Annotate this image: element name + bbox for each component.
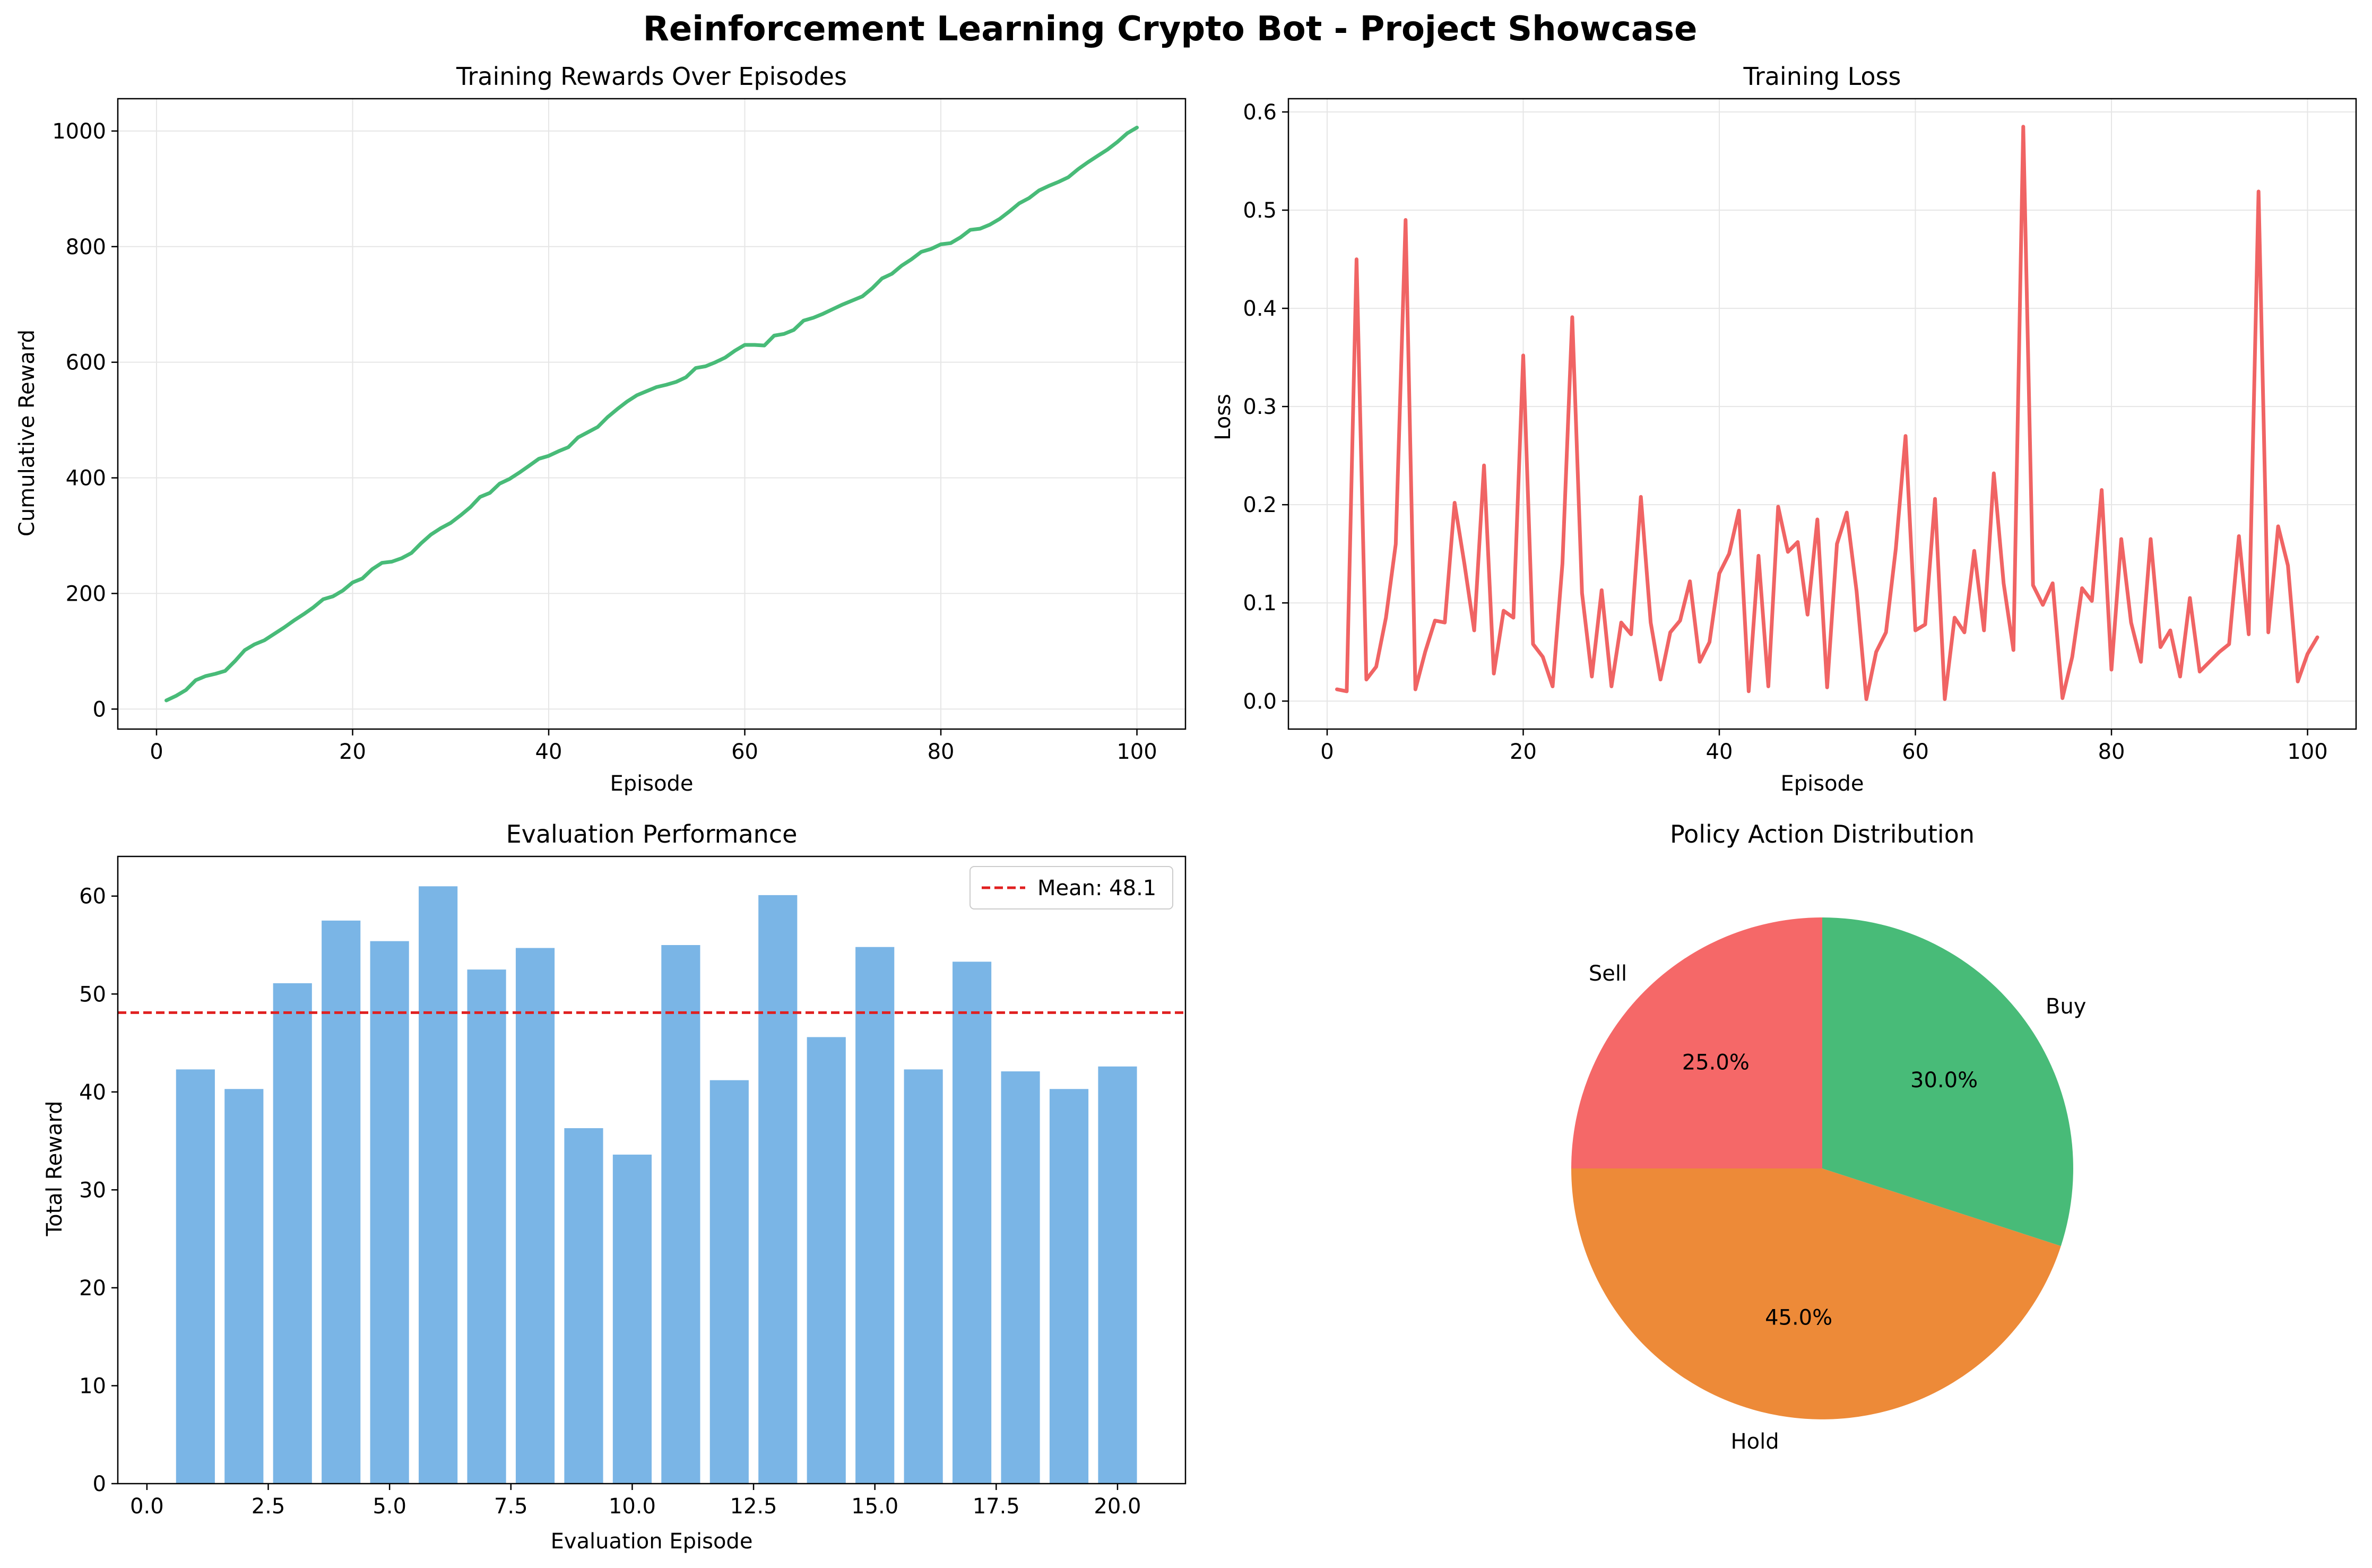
loss-ytick-label: 0.1 <box>1243 591 1277 616</box>
loss-line <box>1335 125 2319 701</box>
evaluation-ytick-label: 0 <box>93 1472 106 1496</box>
evaluation-bar <box>709 1080 749 1484</box>
loss-ytick-label: 0.5 <box>1243 198 1277 223</box>
evaluation-bar <box>322 920 361 1484</box>
evaluation-xtick-label: 20.0 <box>1094 1494 1141 1519</box>
loss-xtick-label: 80 <box>2098 740 2125 764</box>
evaluation-xlabel: Evaluation Episode <box>551 1529 753 1554</box>
evaluation-bar <box>612 1154 652 1484</box>
evaluation-xtick-label: 15.0 <box>851 1494 898 1519</box>
evaluation-bar <box>176 1069 215 1484</box>
evaluation-bar <box>224 1089 264 1484</box>
rewards-ytick-label: 800 <box>66 235 106 259</box>
evaluation-ytick-label: 30 <box>79 1178 106 1202</box>
loss-xtick-label: 100 <box>2287 740 2327 764</box>
loss-ytick-label: 0.0 <box>1243 689 1277 714</box>
evaluation-bar <box>419 886 458 1484</box>
rewards-ytick-label: 1000 <box>52 119 106 144</box>
pie-title: Policy Action Distribution <box>1670 820 1975 848</box>
evaluation-title: Evaluation Performance <box>506 820 798 848</box>
evaluation-bar <box>1001 1071 1040 1484</box>
pie-pct-label: 30.0% <box>1910 1068 1978 1093</box>
loss-ytick-label: 0.6 <box>1243 100 1277 125</box>
loss-xtick-label: 60 <box>1902 740 1929 764</box>
rewards-xtick-label: 40 <box>535 740 562 764</box>
rewards-ytick-label: 0 <box>93 697 106 722</box>
loss-ytick-label: 0.2 <box>1243 493 1277 517</box>
loss-panel: Training Loss Episode Loss 0 20 40 60 80 100 0… <box>1211 62 2357 796</box>
loss-xlabel: Episode <box>1780 772 1864 796</box>
rewards-line <box>165 125 1139 703</box>
pie-pct-label: 25.0% <box>1682 1050 1750 1075</box>
evaluation-panel: Evaluation Performance Evaluation Episod… <box>42 820 1187 1554</box>
evaluation-bar <box>564 1128 603 1484</box>
pie-pct-label: 45.0% <box>1765 1305 1832 1330</box>
loss-ylabel: Loss <box>1211 394 1235 440</box>
pie-panel: Policy Action Distribution 25.0% Sell 45.0… <box>1571 820 2086 1454</box>
loss-title: Training Loss <box>1743 62 1901 91</box>
pie-slice-label: Sell <box>1589 961 1627 986</box>
evaluation-bar <box>370 941 409 1484</box>
evaluation-bar <box>273 983 312 1484</box>
legend-mean-label: Mean: 48.1 <box>1037 876 1156 900</box>
pie-slice-hold <box>1571 1168 2061 1419</box>
evaluation-xtick-label: 0.0 <box>130 1494 164 1519</box>
rewards-xtick-label: 100 <box>1116 740 1157 764</box>
evaluation-bar <box>467 969 506 1484</box>
evaluation-ytick-label: 40 <box>79 1080 106 1105</box>
loss-xtick-label: 20 <box>1510 740 1537 764</box>
rewards-ylabel: Cumulative Reward <box>15 330 39 536</box>
evaluation-xtick-label: 10.0 <box>609 1494 656 1519</box>
evaluation-ytick-label: 20 <box>79 1276 106 1301</box>
rewards-ytick-label: 600 <box>66 351 106 375</box>
evaluation-bar <box>807 1037 846 1484</box>
loss-xtick-label: 0 <box>1320 740 1334 764</box>
rewards-frame <box>117 98 1187 730</box>
rewards-xlabel: Episode <box>610 772 693 796</box>
pie-slice-sell <box>1571 917 1822 1168</box>
rewards-title: Training Rewards Over Episodes <box>456 62 847 91</box>
figure-title: Reinforcement Learning Crypto Bot - Proj… <box>643 10 1698 49</box>
evaluation-xtick-label: 7.5 <box>494 1494 528 1519</box>
evaluation-bar <box>1098 1066 1137 1484</box>
evaluation-bar <box>904 1069 943 1484</box>
rewards-ytick-label: 200 <box>66 582 106 606</box>
rewards-ytick-label: 400 <box>66 466 106 491</box>
pie-slice-buy <box>1822 917 2073 1246</box>
evaluation-frame <box>117 855 1187 1485</box>
evaluation-ylabel: Total Reward <box>42 1101 67 1236</box>
evaluation-legend: Mean: 48.1 <box>969 866 1173 909</box>
evaluation-ytick-label: 60 <box>79 885 106 909</box>
evaluation-bar <box>855 947 895 1484</box>
evaluation-xtick-label: 5.0 <box>373 1494 406 1519</box>
evaluation-bar <box>1049 1089 1089 1484</box>
evaluation-xtick-label: 12.5 <box>730 1494 777 1519</box>
rewards-xtick-label: 80 <box>928 740 955 764</box>
evaluation-bar <box>515 948 555 1484</box>
loss-xtick-label: 40 <box>1706 740 1733 764</box>
pie-slice-label: Hold <box>1731 1430 1779 1454</box>
loss-ytick-label: 0.4 <box>1243 297 1277 321</box>
evaluation-ytick-label: 50 <box>79 982 106 1007</box>
rewards-panel: Training Rewards Over Episodes Episode C… <box>15 62 1187 796</box>
legend-box <box>969 866 1173 909</box>
loss-ytick-label: 0.3 <box>1243 395 1277 419</box>
evaluation-ytick-label: 10 <box>79 1374 106 1398</box>
pie-slice-label: Buy <box>2046 994 2086 1019</box>
evaluation-xtick-label: 2.5 <box>252 1494 285 1519</box>
rewards-xtick-label: 0 <box>150 740 163 764</box>
evaluation-xtick-label: 17.5 <box>973 1494 1020 1519</box>
loss-frame <box>1287 98 2357 730</box>
rewards-xtick-label: 60 <box>731 740 758 764</box>
rewards-xtick-label: 20 <box>339 740 366 764</box>
evaluation-bar <box>661 945 700 1484</box>
evaluation-bar <box>953 961 992 1484</box>
evaluation-bar <box>758 895 798 1484</box>
